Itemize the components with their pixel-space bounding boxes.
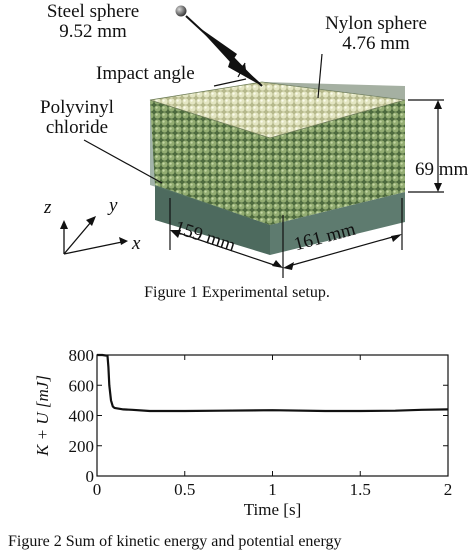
pvc-label-line1: Polyvinyl [40, 97, 114, 118]
figure-1: Steel sphere 9.52 mm Nylon sphere 4.76 m… [2, 2, 469, 302]
width-dimensions [169, 198, 403, 278]
leader-lines [83, 53, 323, 184]
y-axis-label: K + U [mJ] [33, 375, 52, 457]
x-axis-label: Time [s] [244, 500, 301, 519]
axis-x-label: x [132, 233, 141, 254]
nylon-sphere-label-line2: 4.76 mm [342, 33, 410, 54]
impact-angle-mark [213, 62, 247, 87]
steel-sphere [175, 5, 187, 17]
impact-arrow [185, 15, 263, 87]
pvc-label-line2: chloride [45, 117, 109, 138]
figure-2: 0 0.5 1 1.5 2 0 200 400 600 800 Time [s] K + U [mJ]… [0, 330, 474, 550]
y-tick-label: 800 [69, 346, 95, 365]
nylon-sphere-label-line1: Nylon sphere [325, 13, 427, 34]
y-tick-label: 600 [69, 376, 95, 395]
x-tick-label: 0.5 [174, 480, 195, 499]
y-tick-label: 0 [86, 467, 95, 486]
axis-y-label: y [109, 195, 118, 216]
energy-series-line [97, 353, 449, 413]
plot-frame [96, 354, 449, 477]
figure-1-caption: Figure 1 Experimental setup. [144, 284, 330, 301]
figure-2-caption: Figure 2 Sum of kinetic energy and poten… [8, 533, 342, 550]
energy-chart: 0 0.5 1 1.5 2 0 200 400 600 800 Time [s] K + U [mJ] [33, 346, 453, 519]
steel-sphere-label-line2: 9.52 mm [59, 21, 127, 42]
x-tick-label: 0 [93, 480, 102, 499]
setup-illustration [60, 5, 444, 278]
x-tick-label: 1.5 [350, 480, 371, 499]
nylon-sphere-label: Nylon sphere 4.76 mm [301, 14, 451, 54]
height-dimension [408, 99, 444, 193]
y-tick-label: 400 [69, 407, 95, 426]
x-tick-label: 2 [444, 480, 453, 499]
nylon-sphere-bed [149, 81, 406, 225]
steel-sphere-label: Steel sphere 9.52 mm [18, 2, 168, 42]
x-tick-label: 1 [268, 480, 277, 499]
impact-angle-label: Impact angle [96, 63, 195, 84]
steel-sphere-label-line1: Steel sphere [46, 1, 140, 22]
y-tick-label: 200 [69, 437, 95, 456]
coordinate-axes [60, 216, 128, 255]
pvc-label: Polyvinyl chloride [2, 98, 152, 138]
axis-z-label: z [44, 197, 52, 218]
height-dimension-label: 69 mm [415, 159, 469, 180]
